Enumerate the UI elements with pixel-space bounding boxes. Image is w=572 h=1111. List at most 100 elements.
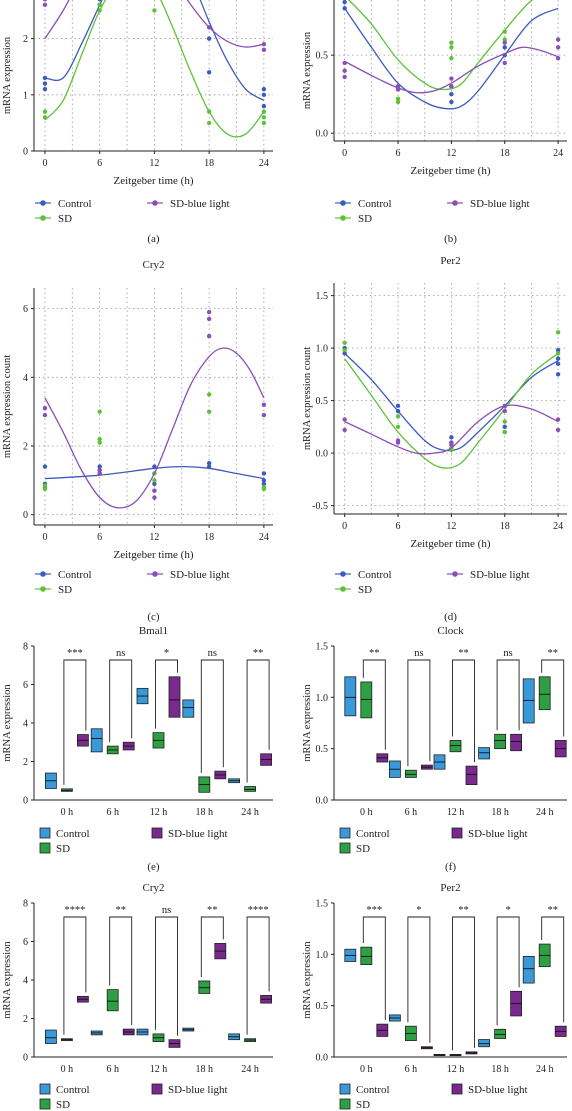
y-tick-label: 0.5 [316, 1001, 329, 1012]
legend-swatch-control [39, 827, 51, 839]
x-tick-label: 12 [149, 158, 159, 169]
legend: Control SD-blue light SD [339, 827, 528, 855]
legend-label-control: Control [358, 569, 392, 581]
data-point-sd [502, 29, 507, 34]
y-tick-label: 1.5 [316, 291, 329, 302]
data-point-control [206, 464, 212, 469]
legend-swatch-sdblue [451, 1083, 463, 1095]
significance-label: * [164, 648, 169, 659]
x-tick-label: 6 [97, 532, 102, 543]
data-point-control [206, 460, 212, 466]
legend-label-sd: SD [356, 1099, 370, 1111]
data-point-sd [395, 424, 401, 430]
legend-label-sdblue: SD-blue light [470, 569, 530, 581]
y-axis-label: mRNA expression count [302, 347, 313, 450]
legend-swatch-control [339, 1083, 351, 1095]
box-sd [360, 946, 373, 966]
legend-swatch-sd [39, 842, 51, 854]
legend-label-sdblue: SD-blue light [468, 1084, 528, 1096]
y-axis-label: mRNA expression [2, 36, 13, 114]
data-point-sdblue [97, 467, 102, 473]
data-point-sdblue [449, 442, 454, 447]
legend-label-sdblue: SD-blue light [168, 1084, 228, 1096]
trend-curve-sd [347, 0, 534, 91]
box-sd [404, 769, 417, 778]
legend-swatch-sd [39, 1098, 51, 1110]
axes: 0 2 4 6 8 mRNA expression [2, 642, 35, 807]
data-point-control [555, 361, 561, 367]
panel-caption: (e) [147, 861, 160, 873]
x-tick-label: 6 h [106, 1064, 119, 1075]
data-point-sdblue [395, 440, 401, 445]
y-axis-label: mRNA expression [302, 684, 313, 762]
plot-area: 0 6 12 18 24 Zeitgeber time (h) [34, 0, 273, 187]
data-point-control [261, 103, 267, 109]
y-tick-label: 0.5 [316, 396, 329, 407]
data-point-sdblue [261, 42, 267, 47]
data-point-control [555, 372, 561, 377]
significance-label: ** [547, 648, 558, 659]
significance-bracket [200, 916, 224, 977]
data-point-sd [342, 348, 347, 353]
legend-marker-sd [40, 215, 46, 221]
data-point-control [502, 424, 507, 430]
plot-area: 0 6 12 18 24 Zeitgeber time (h) Cry2 [34, 259, 273, 561]
y-tick-label: 0 [23, 1053, 28, 1064]
y-tick-label: 8 [23, 642, 28, 653]
legend-label-sdblue: SD-blue light [170, 198, 230, 210]
x-tick-label: 12 [446, 148, 456, 159]
data-point-sd [395, 96, 401, 102]
chart-title: Cry2 [143, 882, 165, 894]
data-point-control [261, 92, 267, 97]
significance-bracket [452, 659, 475, 763]
trend-curve-control [344, 7, 559, 110]
data-point-sdblue [42, 2, 48, 8]
x-tick-label: 24 h [536, 807, 554, 818]
data-point-sdblue [395, 87, 401, 92]
x-axis-label: Zeitgeber time (h) [113, 549, 193, 561]
axes: 0 2 4 6 mRNA expression count [2, 288, 35, 525]
box-sdblue [168, 676, 181, 718]
data-point-control [97, 464, 102, 469]
y-axis-label: mRNA expression [2, 941, 13, 1019]
legend-label-control: Control [56, 1084, 90, 1096]
x-tick-label: 0 h [61, 1064, 74, 1075]
legend-marker-sd [40, 586, 46, 592]
data-point-sd [97, 440, 102, 445]
x-tick-label: 24 [553, 521, 563, 532]
data-point-sd [42, 109, 48, 114]
x-tick-label: 24 [259, 532, 269, 543]
data-point-sdblue [261, 47, 267, 53]
data-point-sdblue [555, 427, 561, 433]
axes: -0.5 0.0 0.5 1.0 1.5 mRNA expression count [302, 283, 335, 514]
data-point-control [261, 86, 267, 92]
chart-title: Per2 [440, 882, 460, 894]
y-tick-label: 1.0 [316, 950, 329, 961]
x-tick-label: 6 [97, 158, 102, 169]
y-tick-label: 2 [23, 34, 28, 45]
data-point-control [206, 70, 212, 75]
data-point-sdblue [555, 37, 561, 42]
plot-area: Bmal1 *** 0 h ns 6 h * 12 h ns 18 h ** 24 h [34, 625, 273, 818]
axes: 0 1 2 mRNA expression [2, 0, 35, 158]
legend-label-control: Control [356, 1084, 390, 1096]
y-tick-label: 8 [23, 899, 28, 910]
data-point-sdblue [342, 60, 347, 66]
box-sd [494, 1028, 507, 1039]
y-tick-label: 2 [23, 1014, 28, 1025]
data-point-sd [395, 414, 401, 419]
significance-label: ** [458, 648, 469, 659]
y-axis-label: mRNA expression [302, 941, 313, 1019]
significance-bracket [541, 916, 565, 1023]
chart-title: Cry2 [143, 259, 165, 271]
legend: Control SD-blue light SD [39, 827, 228, 855]
box-sd [198, 980, 211, 994]
y-axis-label: mRNA expression [2, 684, 13, 762]
significance-label: *** [67, 648, 83, 659]
trend-curve-sd [44, 0, 265, 138]
x-tick-label: 6 h [405, 807, 418, 818]
data-point-control [97, 0, 102, 2]
significance-label: **** [64, 905, 85, 916]
y-tick-label: 0.0 [316, 449, 329, 460]
